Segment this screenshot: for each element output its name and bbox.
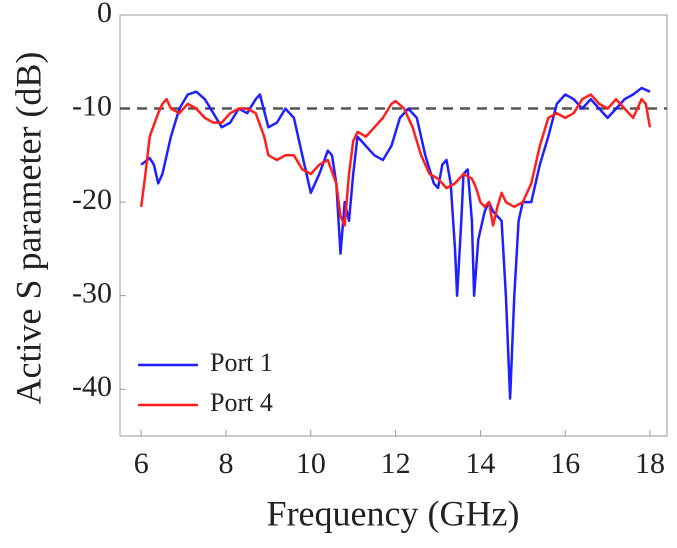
x-tick-label: 18 bbox=[635, 447, 665, 480]
x-tick-label: 8 bbox=[219, 447, 234, 480]
series-line bbox=[139, 93, 652, 227]
x-axis-label: Frequency (GHz) bbox=[267, 493, 520, 533]
y-tick-label: -20 bbox=[72, 183, 112, 216]
y-tick-label: 0 bbox=[97, 0, 112, 29]
x-tick-label: 10 bbox=[296, 447, 326, 480]
x-tick-label: 14 bbox=[465, 447, 495, 480]
legend-label: Port 4 bbox=[210, 388, 273, 417]
x-tick-label: 6 bbox=[134, 447, 149, 480]
y-tick-label: -40 bbox=[72, 370, 112, 403]
plot-frame bbox=[119, 14, 668, 437]
y-tick-label: -10 bbox=[72, 89, 112, 122]
x-tick-label: 12 bbox=[381, 447, 411, 480]
legend-label: Port 1 bbox=[210, 348, 273, 377]
series-line bbox=[140, 86, 651, 400]
y-tick-label: -30 bbox=[72, 277, 112, 310]
y-axis-label: Active S parameter (dB) bbox=[8, 52, 48, 405]
x-tick-label: 16 bbox=[550, 447, 580, 480]
